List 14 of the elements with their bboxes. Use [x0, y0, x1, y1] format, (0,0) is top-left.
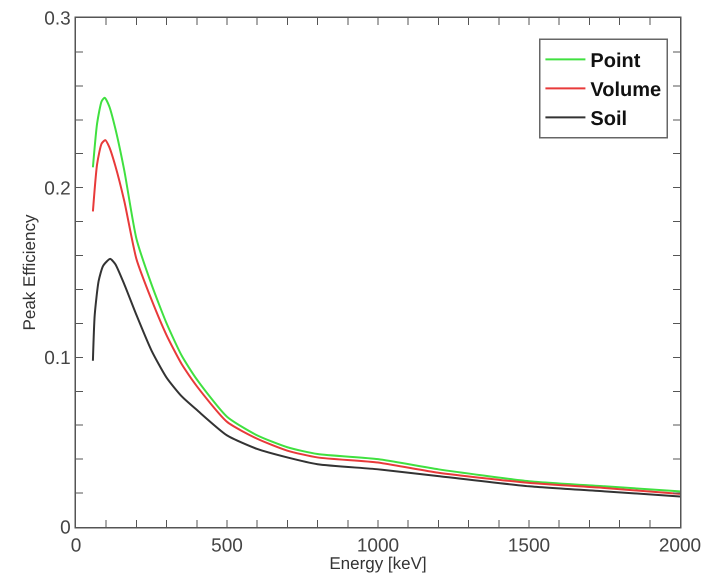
line-series [92, 258, 680, 498]
y-tick-label: 0 [60, 518, 71, 539]
legend-label: Point [590, 50, 641, 72]
x-tick-label: 2000 [658, 535, 702, 556]
x-tick-label: 1000 [356, 535, 400, 556]
legend-label: Soil [590, 108, 628, 130]
x-axis-title: Energy [keV] [329, 554, 427, 573]
y-axis-title: Peak Efficiency [20, 214, 40, 330]
y-tick-label: 0.3 [44, 8, 71, 30]
legend-label: Volume [590, 79, 662, 102]
y-tick-label: 0.1 [44, 348, 71, 369]
x-tick-label: 1500 [508, 535, 550, 556]
y-tick-label: 0.2 [44, 178, 71, 200]
x-tick-label: 500 [211, 535, 243, 556]
